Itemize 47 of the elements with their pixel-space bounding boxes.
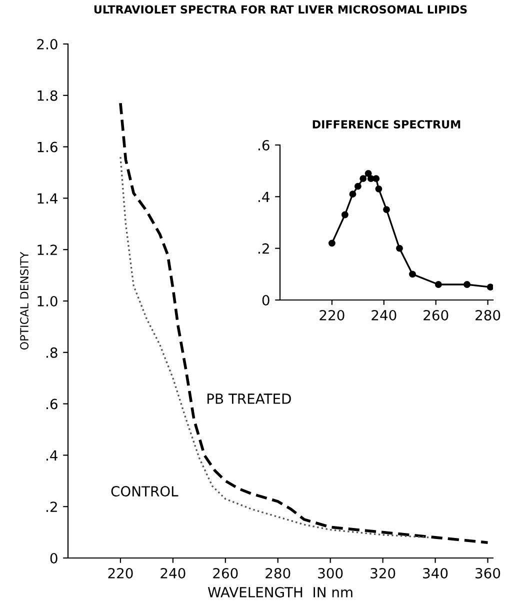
y-tick-label: 2.0	[37, 38, 58, 50]
point	[434, 281, 442, 288]
y-tick-label: 1.4	[38, 193, 58, 204]
x-tick-label: 280	[476, 310, 500, 320]
series-label: PB TREATED	[207, 394, 291, 404]
point	[360, 175, 367, 182]
point	[354, 182, 362, 190]
y-tick-label: 1.8	[38, 90, 58, 101]
chart-title: ULTRAVIOLET SPECTRA FOR RAT LIVER MICROSOMAL LIPIDS	[94, 5, 467, 14]
point	[464, 281, 470, 288]
point	[375, 185, 382, 192]
point	[372, 175, 380, 182]
point	[341, 211, 348, 218]
point	[328, 240, 336, 247]
y-tick-label: .8	[46, 347, 58, 358]
x-tick-label: 260	[213, 568, 238, 578]
x-tick-label: 360	[476, 568, 500, 578]
y-tick-label: .6	[46, 398, 58, 410]
y-tick-label: .2	[258, 243, 269, 254]
y-tick-label: .6	[258, 140, 270, 150]
y-tick-label: 1.0	[38, 296, 58, 306]
y-tick-label: 0	[262, 294, 270, 306]
x-tick-label: 260	[424, 310, 448, 320]
x-tick-label: 340	[423, 568, 448, 578]
chart-title: DIFFERENCE SPECTRUM	[312, 120, 460, 128]
x-tick-label: 240	[160, 568, 186, 578]
point	[486, 284, 493, 291]
x-tick-label: 280	[266, 568, 290, 578]
point	[409, 270, 416, 278]
y-tick-label: .2	[46, 502, 57, 512]
point	[383, 206, 390, 214]
y-tick-label: .4	[258, 192, 270, 202]
y-tick-label: .4	[46, 450, 58, 460]
y-tick-label: 1.6	[38, 142, 58, 152]
x-tick-label: 320	[370, 568, 396, 578]
y-tick-label: 0	[50, 552, 58, 564]
point	[396, 244, 403, 252]
x-tick-label: 220	[320, 310, 344, 320]
x-tick-label: 240	[372, 310, 396, 320]
x-tick-label: 300	[318, 568, 343, 578]
x-axis-title: WAVELENGTH IN nm	[208, 586, 352, 598]
x-tick-label: 220	[108, 568, 133, 578]
y-axis-title: OPTICAL DENSITY	[20, 252, 28, 350]
point	[364, 170, 372, 177]
y-tick-label: 1.2	[38, 244, 57, 255]
text: CONTROL	[111, 486, 178, 497]
point	[349, 190, 356, 198]
